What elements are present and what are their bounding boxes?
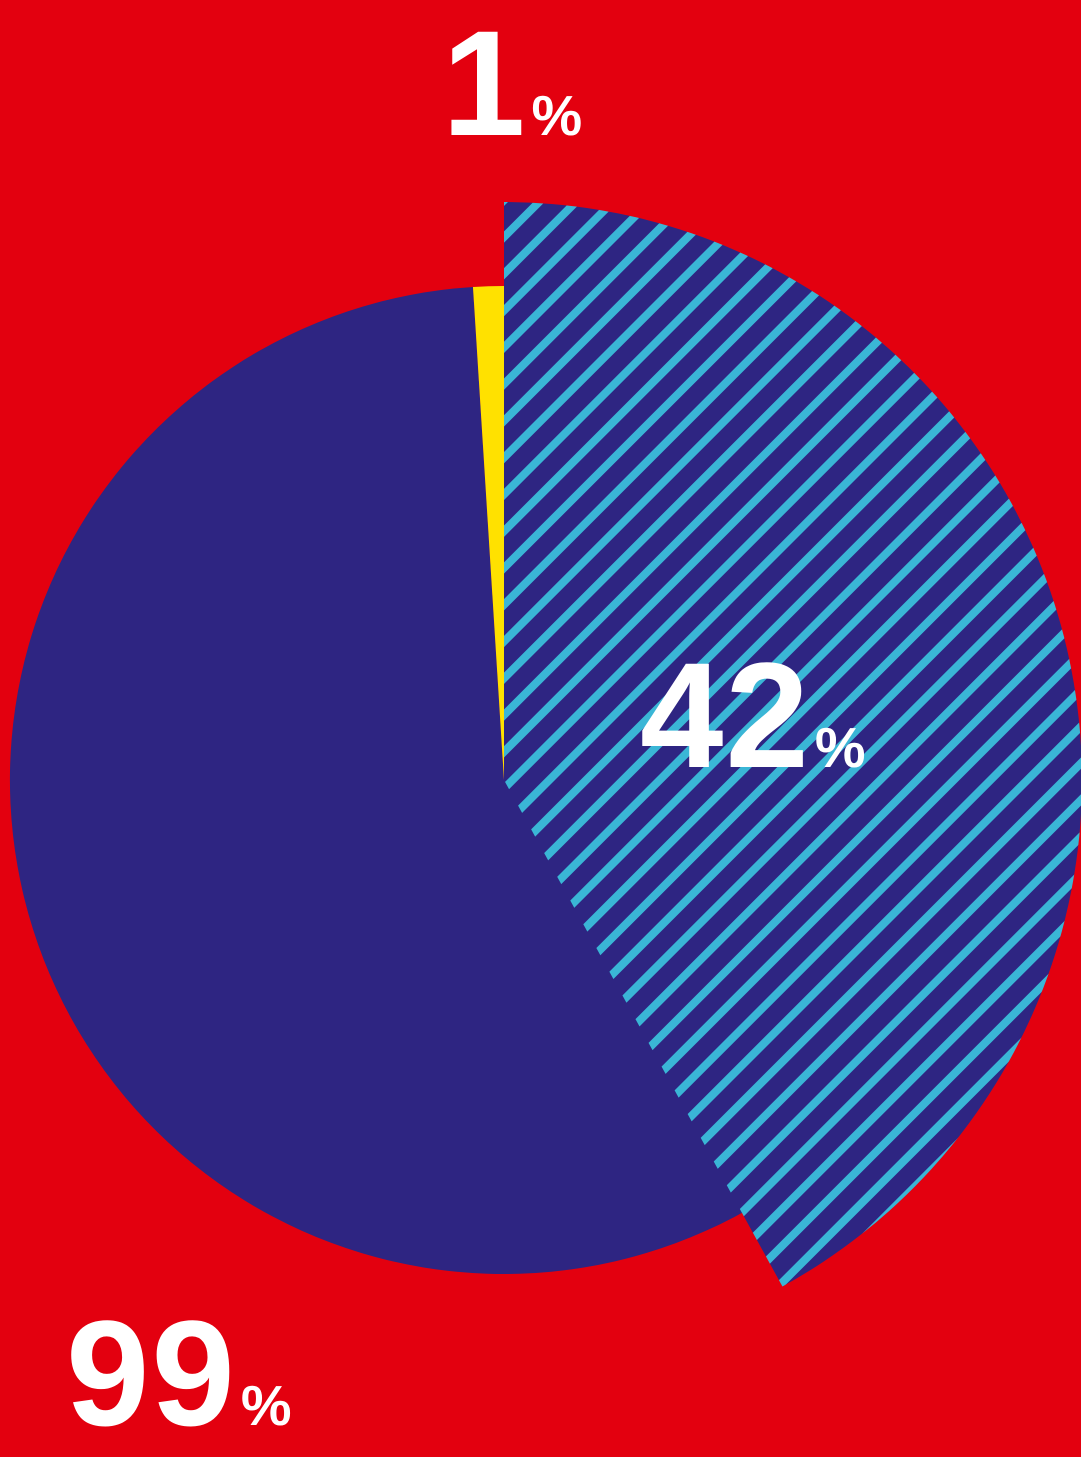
slice-label-42-percent: 42% — [640, 640, 866, 790]
slice-label-1-percent: 1% — [442, 8, 582, 158]
pie-slice-42-highlight — [504, 202, 1081, 1287]
pie-slices — [9, 202, 1081, 1287]
slice-label-number: 42 — [640, 631, 811, 799]
slice-label-number: 99 — [66, 1289, 237, 1457]
slice-label-number: 1 — [442, 0, 528, 167]
percent-sign: % — [531, 84, 583, 148]
slice-label-99-percent: 99% — [66, 1298, 292, 1448]
percent-sign: % — [240, 1374, 292, 1438]
pie-slice-1 — [472, 285, 504, 780]
percent-sign: % — [814, 716, 866, 780]
